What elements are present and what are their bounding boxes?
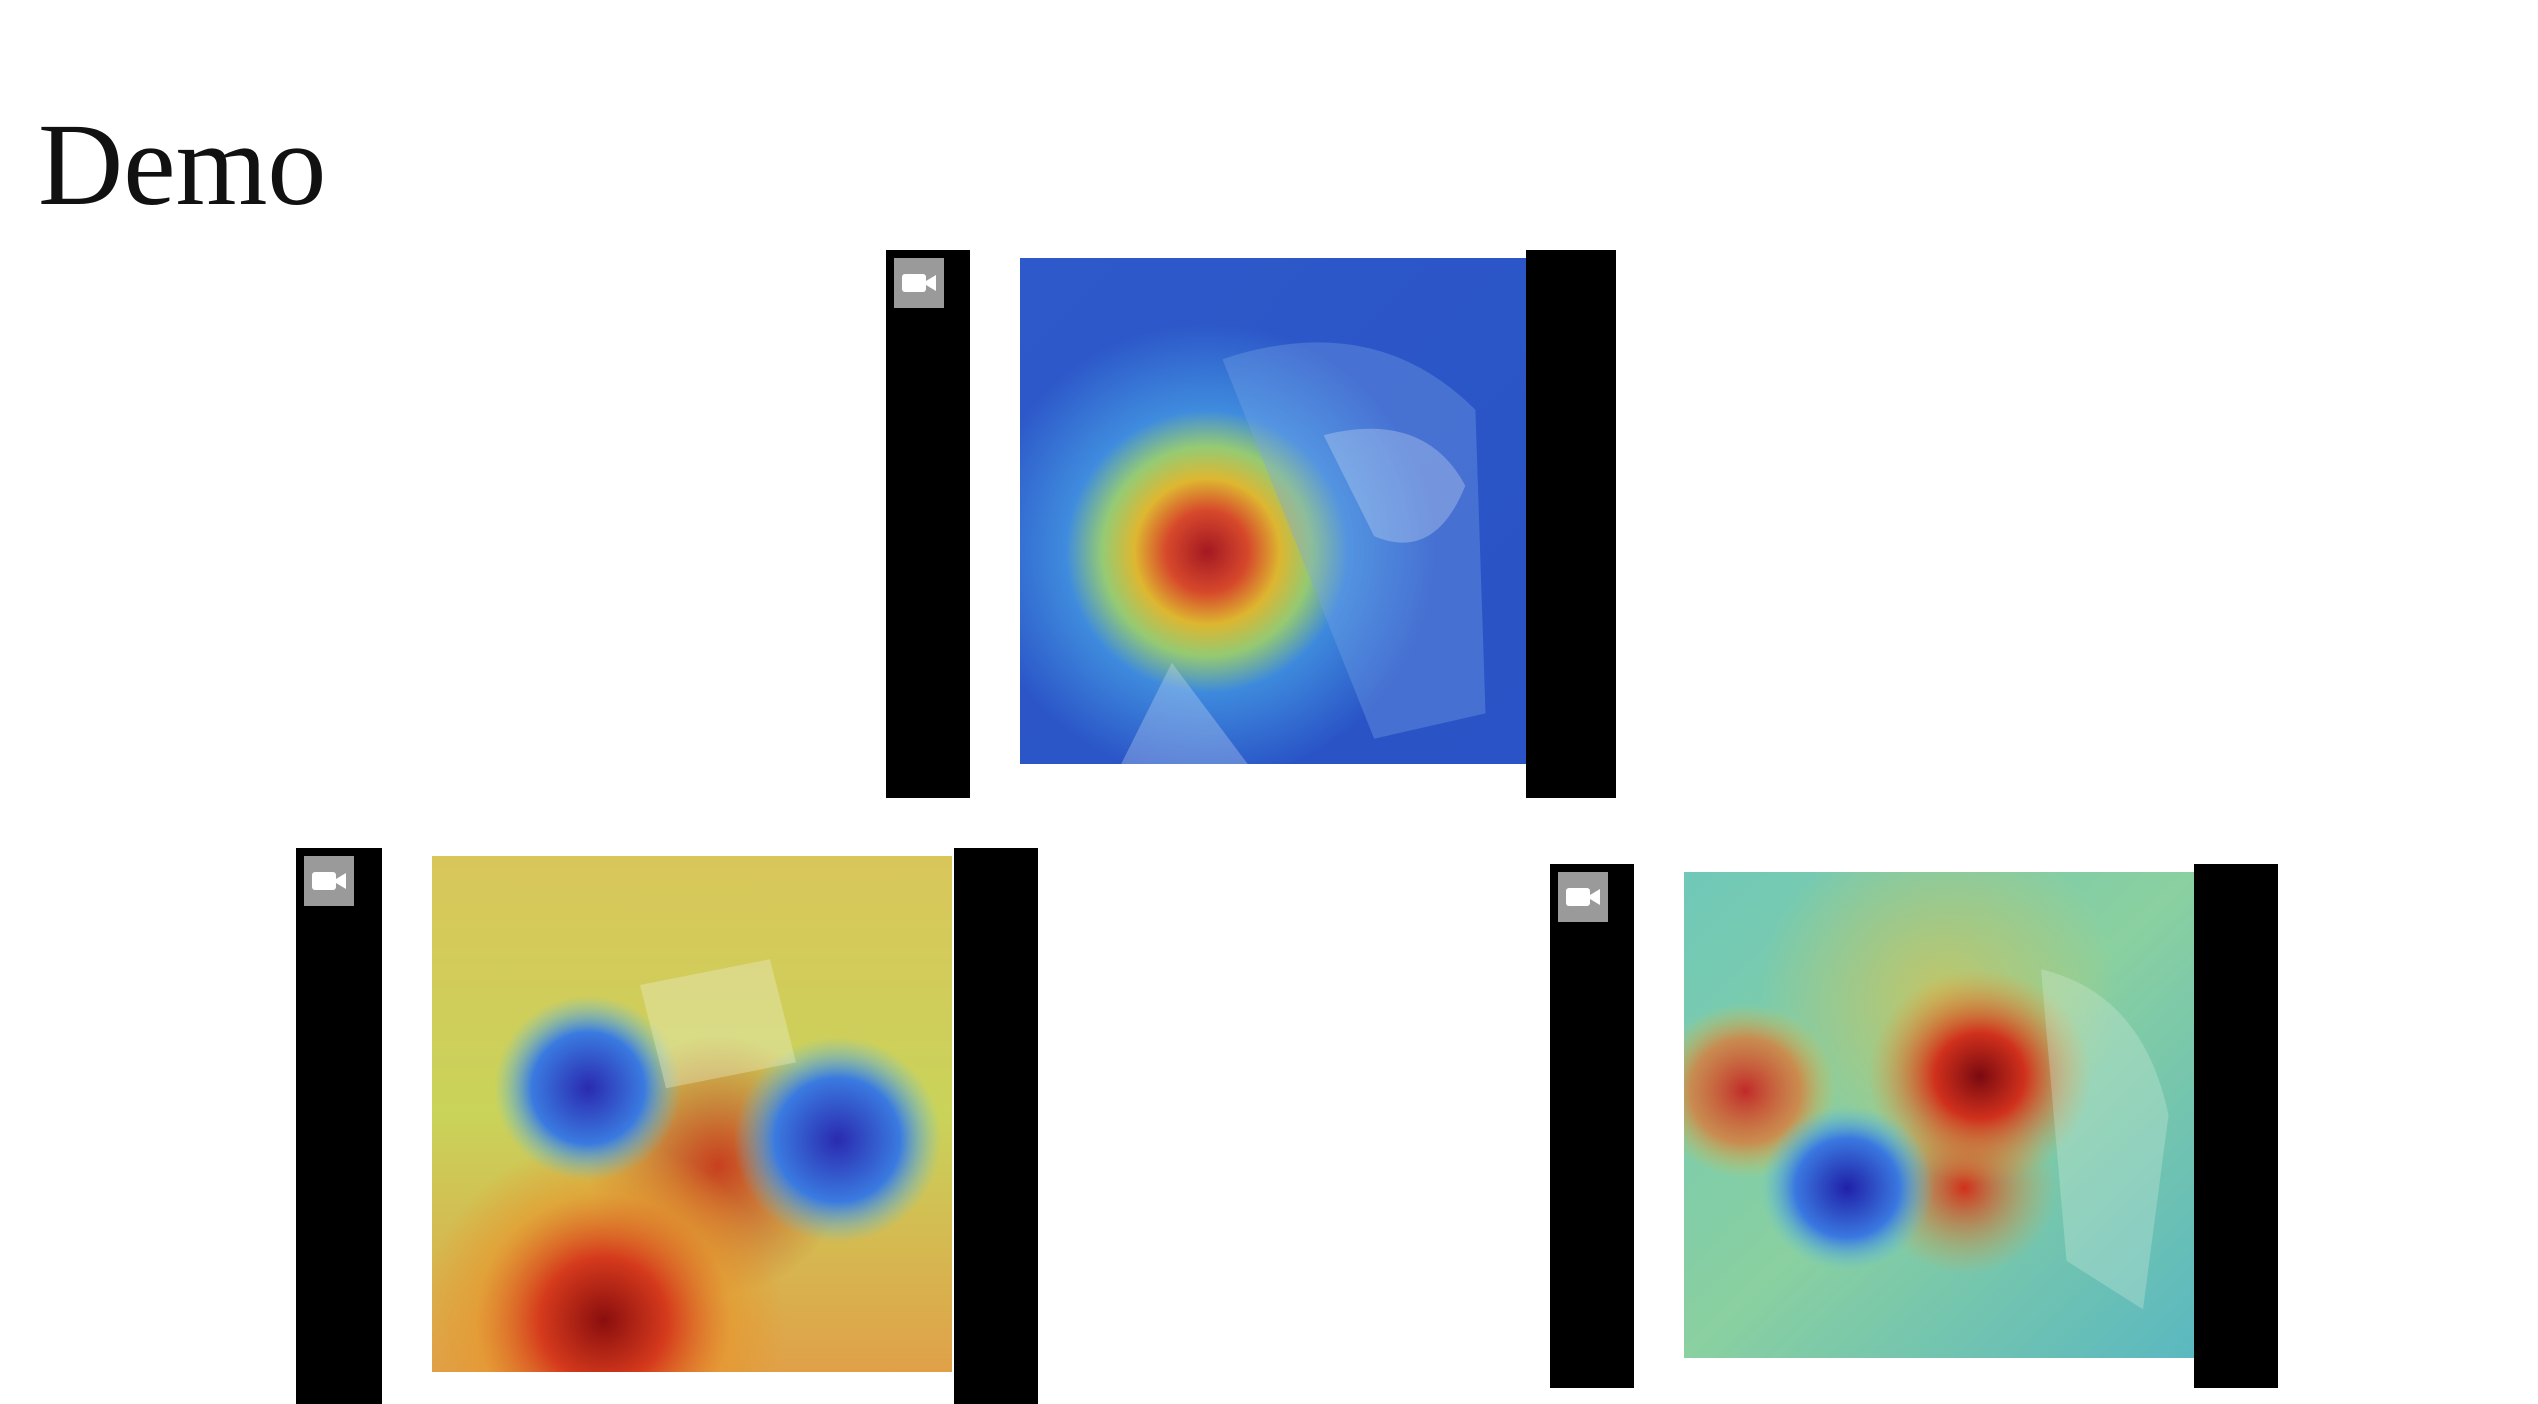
video-player-bottom-right[interactable] [1550,864,2282,1388]
camera-badge[interactable] [1558,872,1608,922]
heatmap-frame [1020,258,1526,764]
video-camera-icon [1566,888,1600,906]
letterbox-right [954,848,1038,1404]
video-camera-icon [312,872,346,890]
heatmap-frame [432,856,952,1372]
video-player-top[interactable] [886,250,1616,798]
letterbox-left [296,848,382,1404]
heatmap-frame [1684,872,2194,1358]
letterbox-left [886,250,970,798]
camera-badge[interactable] [304,856,354,906]
letterbox-right [1526,250,1616,798]
camera-badge[interactable] [894,258,944,308]
letterbox-left [1550,864,1634,1388]
slide-title: Demo [38,99,327,230]
video-camera-icon [902,274,936,292]
letterbox-right [2194,864,2278,1388]
video-player-bottom-left[interactable] [296,848,1038,1404]
